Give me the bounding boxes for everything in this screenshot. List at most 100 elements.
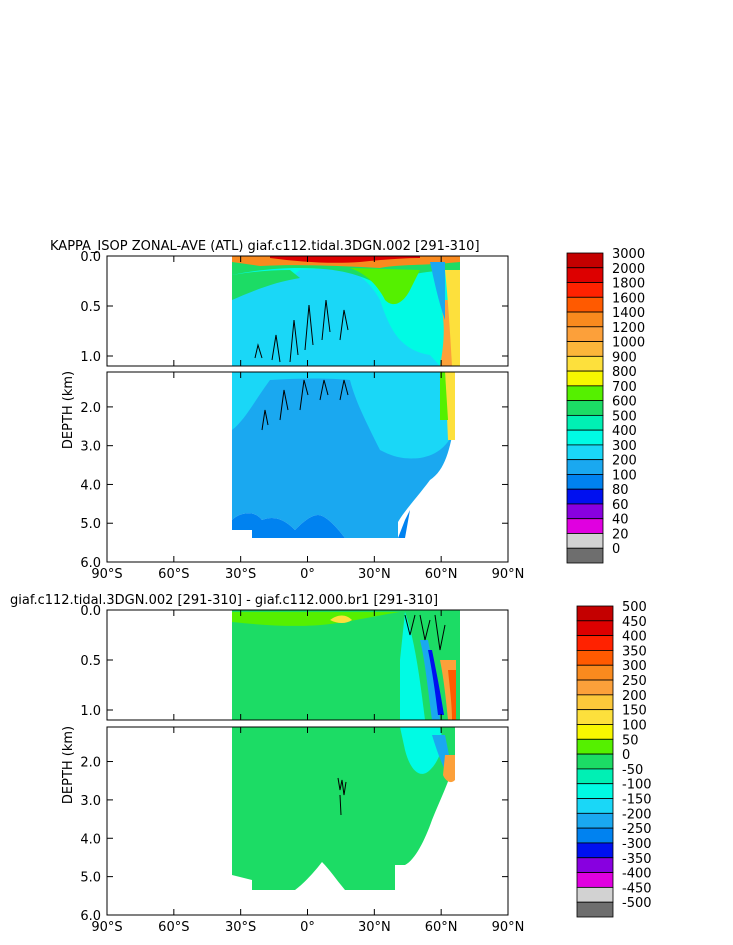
colorbar-swatch: [576, 635, 614, 651]
panel1-lower-field: [232, 372, 455, 538]
panel-kappa-isop: KAPPA_ISOP ZONAL-AVE (ATL) giaf.c112.tid…: [50, 239, 645, 582]
colorbar-label: 1400: [612, 306, 645, 321]
colorbar-swatch: [566, 444, 604, 461]
panel2-upper-field: [232, 610, 460, 720]
panel1-axes: 90°S 60°S 30°S 0° 30°N 60°N 90°N 0.0 0.5 1.0 2.0 3.…: [80, 250, 524, 582]
field-region-neg50: [400, 727, 442, 774]
field-region-350: [448, 670, 456, 720]
colorbar-swatch: [576, 886, 614, 903]
field-region-600: [232, 260, 460, 285]
colorbar-label: 900: [612, 350, 637, 365]
colorbar-label: -350: [622, 852, 652, 867]
field-region-250: [443, 755, 455, 783]
colorbar-swatch: [566, 503, 604, 520]
colorbar-label: 80: [612, 483, 629, 498]
y-tick-label: 2.0: [80, 756, 101, 771]
x-tick-label: 0°: [300, 920, 315, 935]
x-tick-label: 60°N: [425, 567, 458, 582]
colorbar-label: -200: [622, 807, 652, 822]
field-contours: [337, 777, 347, 816]
colorbar-label: -400: [622, 867, 652, 882]
colorbar-swatch: [566, 385, 604, 402]
x-tick-label: 60°S: [158, 567, 189, 582]
colorbar-label: -450: [622, 881, 652, 896]
x-tick-label: 30°N: [358, 567, 391, 582]
y-tick-label: 0.5: [80, 654, 101, 669]
colorbar-label: 200: [622, 689, 647, 704]
colorbar-label: 50: [622, 733, 639, 748]
x-tick-label: 0°: [300, 567, 315, 582]
panel-difference: giaf.c112.tidal.3DGN.002 [291-310] - gia…: [10, 593, 652, 935]
colorbar-label: 300: [612, 439, 637, 454]
colorbar-label: -150: [622, 793, 652, 808]
colorbar-swatch: [566, 533, 604, 549]
y-tick-label: 4.0: [80, 478, 101, 493]
panel2-ylabel: DEPTH (km): [61, 726, 76, 804]
colorbar-label: -50: [622, 763, 643, 778]
colorbar-label: 700: [612, 380, 637, 395]
x-tick-label: 30°S: [225, 567, 256, 582]
colorbar-label: 400: [622, 630, 647, 645]
colorbar-label: -100: [622, 778, 652, 793]
y-tick-label: 3.0: [80, 794, 101, 809]
colorbar-label: -500: [622, 896, 652, 911]
colorbar-swatch: [566, 282, 604, 298]
colorbar-swatch: [576, 709, 614, 725]
colorbar-swatch: [576, 664, 614, 681]
colorbar-label: 500: [612, 409, 637, 424]
colorbar-swatch: [566, 296, 604, 313]
colorbar-swatch: [566, 474, 604, 490]
field-region-300: [232, 268, 440, 366]
y-tick-label: 5.0: [80, 517, 101, 532]
colorbar-label: 1800: [612, 277, 645, 292]
colorbar-swatch: [566, 459, 604, 475]
colorbar-swatch: [576, 605, 614, 622]
field-contours: [261, 379, 349, 431]
colorbar-swatch: [566, 355, 604, 372]
x-tick-label: 90°S: [91, 567, 122, 582]
colorbar-swatch: [576, 798, 614, 814]
colorbar-swatch: [576, 857, 614, 873]
field-region-150: [330, 615, 352, 623]
colorbar-label: 20: [612, 527, 629, 542]
colorbar-label: 150: [622, 704, 647, 719]
colorbar-label: 400: [612, 424, 637, 439]
colorbar-label: 1600: [612, 291, 645, 306]
colorbar-label: 300: [622, 659, 647, 674]
x-tick-label: 90°S: [91, 920, 122, 935]
colorbar-swatch: [576, 842, 614, 859]
y-tick-label: 2.0: [80, 401, 101, 416]
field-region-800: [350, 268, 420, 305]
colorbar-swatch: [566, 311, 604, 328]
colorbar-swatch: [576, 724, 614, 740]
y-tick-label: 6.0: [80, 909, 101, 924]
colorbar-label: 800: [612, 365, 637, 380]
x-tick-label: 30°S: [225, 920, 256, 935]
colorbar-label: -250: [622, 822, 652, 837]
colorbar-swatch: [576, 753, 614, 770]
colorbar-swatch: [576, 738, 614, 755]
colorbar-label: 500: [622, 600, 647, 615]
colorbar-swatch: [576, 901, 614, 918]
field-region-900: [445, 372, 455, 440]
y-tick-label: 4.0: [80, 832, 101, 847]
colorbar-swatch: [566, 326, 604, 342]
field-region-700: [232, 270, 300, 300]
colorbar-swatch: [576, 872, 614, 888]
y-tick-label: 1.0: [80, 704, 101, 719]
colorbar-label: 200: [612, 454, 637, 469]
colorbar-label: 3000: [612, 247, 645, 262]
colorbar-label: 2000: [612, 262, 645, 277]
colorbar-swatch: [566, 341, 604, 357]
field-region-200: [430, 262, 445, 320]
field-region-300: [232, 372, 455, 459]
colorbar-swatch: [576, 694, 614, 711]
x-tick-label: 90°N: [492, 567, 525, 582]
y-tick-label: 0.0: [80, 250, 101, 265]
colorbar-label: 60: [612, 498, 629, 513]
field-region-neg50: [400, 612, 425, 720]
panel2-axes: 90°S 60°S 30°S 0° 30°N 60°N 90°N 0.0 0.5 1.0 2.0 3.…: [80, 604, 524, 935]
colorbar-swatch: [576, 768, 614, 785]
field-region-neg200: [420, 640, 440, 720]
colorbar-swatch: [576, 650, 614, 666]
